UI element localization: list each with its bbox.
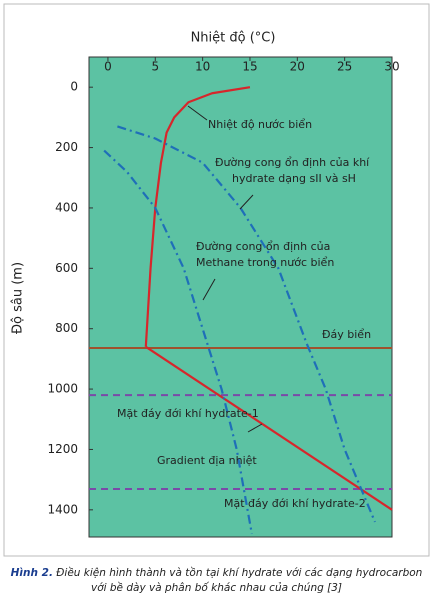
x-tick-label: 25: [337, 60, 352, 74]
annotation-arrow: [239, 194, 254, 210]
annotation: Đáy biển: [322, 328, 371, 341]
series-line: [144, 86, 251, 347]
annotation: Đường cong ổn định của: [196, 240, 330, 253]
annotation-arrow: [247, 423, 263, 433]
x-tick-label: 15: [242, 60, 257, 74]
y-tick-label: 800: [55, 321, 78, 335]
chart: Nhiệt độ (°C) Độ sâu (m) 0 5 10 15 20 25 30 0 20…: [3, 3, 430, 557]
x-tick-label: 5: [151, 60, 159, 74]
caption-label: Hình 2.: [10, 567, 53, 579]
caption-text: Điều kiện hình thành và tồn tại khí hydr…: [56, 567, 423, 594]
annotation: Mặt đáy đới khí hydrate-1: [117, 407, 259, 420]
x-tick-label: 30: [384, 60, 399, 74]
x-axis-title: Nhiệt độ (°C): [191, 31, 276, 46]
y-tick-label: 1200: [47, 442, 78, 456]
annotation: hydrate dạng sII và sH: [232, 172, 356, 185]
y-tick-label: 0: [70, 80, 78, 94]
annotation: Mặt đáy đới khí hydrate-2: [224, 497, 366, 510]
caption: Hình 2. Điều kiện hình thành và tồn tại …: [8, 566, 425, 596]
annotation: Đường cong ổn định của khí: [215, 156, 370, 169]
annotation: Nhiệt độ nước biển: [208, 118, 312, 131]
annotation: Methane trong nước biển: [196, 256, 334, 269]
y-tick-label: 600: [55, 261, 78, 275]
series-line: [145, 345, 393, 511]
series-line: [117, 125, 376, 523]
x-tick-label: 10: [195, 60, 210, 74]
annotation-arrow: [187, 105, 208, 121]
y-tick-label: 200: [55, 140, 78, 154]
figure-frame: [3, 3, 430, 557]
annotation-arrow: [202, 278, 216, 301]
series-line: [103, 149, 253, 535]
y-axis-title: Độ sâu (m): [11, 262, 26, 334]
plot-area: [88, 56, 393, 538]
annotation: Gradient địa nhiệt: [157, 454, 257, 467]
x-tick-label: 20: [290, 60, 305, 74]
y-tick-label: 400: [55, 200, 78, 214]
y-tick-label: 1000: [47, 382, 78, 396]
y-tick-label: 1400: [47, 502, 78, 516]
x-tick-label: 0: [104, 60, 112, 74]
